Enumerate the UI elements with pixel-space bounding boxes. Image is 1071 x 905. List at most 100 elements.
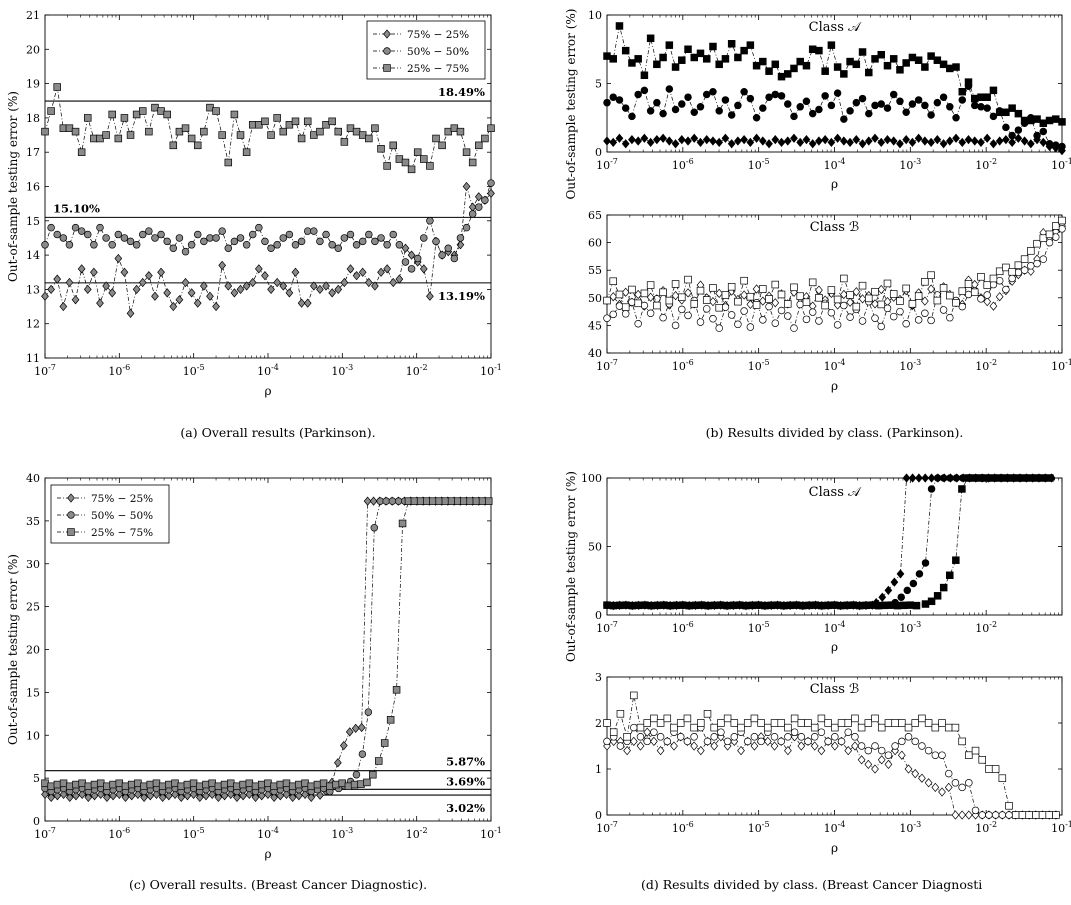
data-point [407, 165, 416, 174]
data-point [346, 264, 355, 274]
data-point [717, 728, 725, 736]
y-tick-label: 21 [26, 9, 40, 22]
data-point [96, 298, 104, 308]
data-point [927, 284, 935, 294]
x-tick-label: 10-2 [975, 358, 997, 373]
data-point [951, 810, 960, 820]
data-point [646, 137, 655, 148]
data-point [127, 780, 136, 789]
data-point [656, 733, 665, 741]
data-point [621, 139, 630, 149]
data-point [65, 277, 74, 288]
data-point [671, 139, 680, 149]
data-point [474, 192, 483, 202]
data-point [759, 316, 767, 324]
data-point [291, 267, 300, 277]
data-point [840, 274, 848, 283]
data-point [603, 314, 611, 322]
data-point [650, 728, 658, 736]
data-point [684, 311, 692, 320]
data-point [821, 301, 829, 310]
data-point [196, 782, 204, 791]
data-point [401, 158, 410, 167]
data-point [472, 497, 481, 505]
x-tick-label: 10-3 [899, 820, 921, 835]
data-point [1052, 115, 1060, 123]
data-point [1008, 131, 1016, 140]
data-point [802, 135, 811, 145]
data-point [622, 601, 630, 609]
data-point [933, 56, 942, 64]
data-point [889, 90, 898, 99]
data-point [977, 137, 985, 148]
data-point [871, 299, 879, 309]
data-point [740, 46, 748, 55]
data-point [796, 292, 804, 300]
y-tick-label: 2 [595, 717, 602, 730]
y-tick-label: 100 [581, 472, 602, 485]
data-point [291, 241, 300, 249]
data-point [946, 64, 954, 73]
data-point [1033, 474, 1041, 482]
data-point [852, 98, 861, 107]
data-point [908, 100, 917, 108]
data-point [462, 181, 471, 192]
data-point [426, 162, 434, 170]
data-point [158, 782, 167, 791]
x-tick-label: 10-2 [975, 620, 997, 635]
data-point [1033, 115, 1041, 123]
data-point [1020, 116, 1029, 125]
data-point [189, 779, 198, 788]
data-point [72, 780, 80, 789]
data-point [933, 296, 942, 305]
y-tick-label: 15 [26, 686, 40, 699]
data-point [897, 750, 906, 760]
data-point [757, 737, 765, 746]
data-point [41, 789, 49, 800]
data-point [952, 299, 960, 307]
data-point [983, 133, 992, 143]
data-point [815, 136, 823, 146]
data-point [804, 737, 812, 746]
data-point [643, 737, 651, 746]
data-point [790, 324, 798, 332]
data-point [1014, 268, 1023, 277]
data-point [815, 294, 823, 302]
data-point [236, 131, 245, 139]
data-point [911, 719, 919, 727]
data-point [797, 719, 806, 727]
data-point [989, 301, 998, 311]
data-point [939, 583, 948, 592]
data-point [242, 148, 251, 156]
data-point [358, 267, 367, 277]
data-point [175, 295, 184, 305]
data-point [358, 750, 367, 758]
x-tick-label: 10-5 [183, 826, 205, 841]
data-point [426, 217, 434, 225]
data-point [989, 139, 998, 149]
data-point [121, 792, 130, 803]
y-tick-label: 17 [26, 146, 40, 159]
data-point [90, 241, 98, 249]
data-point [723, 714, 732, 723]
data-point [764, 723, 772, 732]
data-point [267, 244, 275, 252]
y-tick-label: 0 [595, 809, 602, 822]
data-point [964, 290, 973, 299]
data-point [334, 284, 343, 295]
data-point [958, 302, 967, 311]
data-point [715, 303, 723, 312]
data-point [952, 63, 960, 71]
data-point [615, 22, 624, 30]
data-point [938, 751, 946, 759]
data-point [678, 293, 686, 301]
data-point [709, 315, 717, 323]
data-point [904, 764, 913, 774]
data-point [958, 485, 966, 493]
data-point [730, 719, 739, 727]
data-point [683, 737, 692, 746]
data-point [709, 297, 717, 307]
data-point [843, 601, 851, 610]
data-point [242, 281, 251, 291]
data-point [623, 733, 631, 741]
